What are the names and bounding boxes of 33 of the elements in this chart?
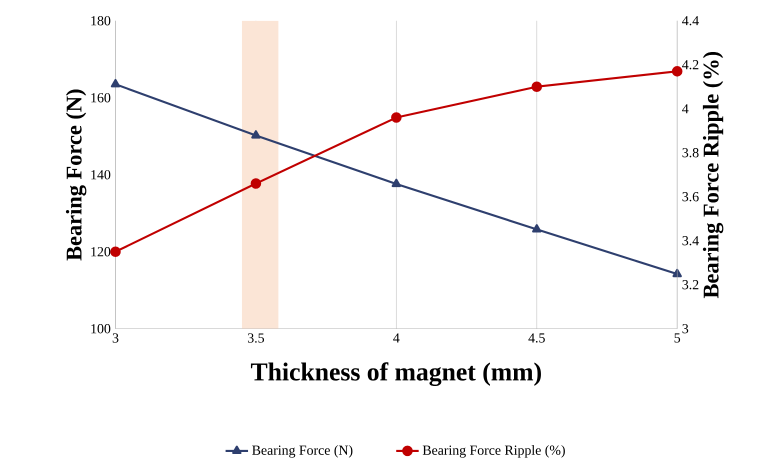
point	[672, 268, 682, 278]
y2-tick-label: 4.2	[682, 60, 698, 70]
point	[392, 178, 402, 188]
y-tick-label: 140	[91, 170, 110, 180]
y-tick-label: 100	[91, 324, 110, 334]
x-tick-label: 4.5	[528, 333, 545, 343]
point	[110, 79, 120, 88]
x-tick-label: 3	[112, 333, 118, 343]
y2-tick-label: 3.6	[682, 192, 699, 202]
legend-label: Bearing Force (N)	[252, 445, 352, 458]
y2-tick-label: 4	[682, 104, 689, 114]
x-tick-label: 5	[674, 333, 680, 343]
point	[672, 66, 682, 77]
x-axis-title: Thickness of magnet (mm)	[250, 362, 541, 386]
point	[250, 178, 262, 189]
point	[110, 246, 121, 258]
y-tick-label: 180	[91, 16, 110, 26]
y2-tick-label: 3.8	[682, 148, 699, 158]
y2-tick-label: 4.4	[682, 16, 699, 26]
x-tick-label: 3.5	[248, 333, 264, 343]
point	[391, 112, 402, 123]
legend-label: Bearing Force Ripple (%)	[422, 445, 565, 458]
y-tick-label: 120	[91, 247, 110, 256]
y-tick-label: 160	[91, 93, 110, 102]
y2-tick-label: 3.2	[682, 280, 698, 290]
point	[532, 81, 542, 92]
x-tick-label: 4	[393, 333, 400, 342]
point	[532, 224, 542, 233]
y-axis-title: Bearing Force (N)	[66, 90, 86, 261]
y2-tick-label: 3.4	[682, 236, 699, 246]
point	[251, 130, 261, 139]
y2-tick-label: 3	[682, 324, 688, 334]
y2-axis-title: Bearing Force Ripple (%)	[702, 52, 724, 298]
